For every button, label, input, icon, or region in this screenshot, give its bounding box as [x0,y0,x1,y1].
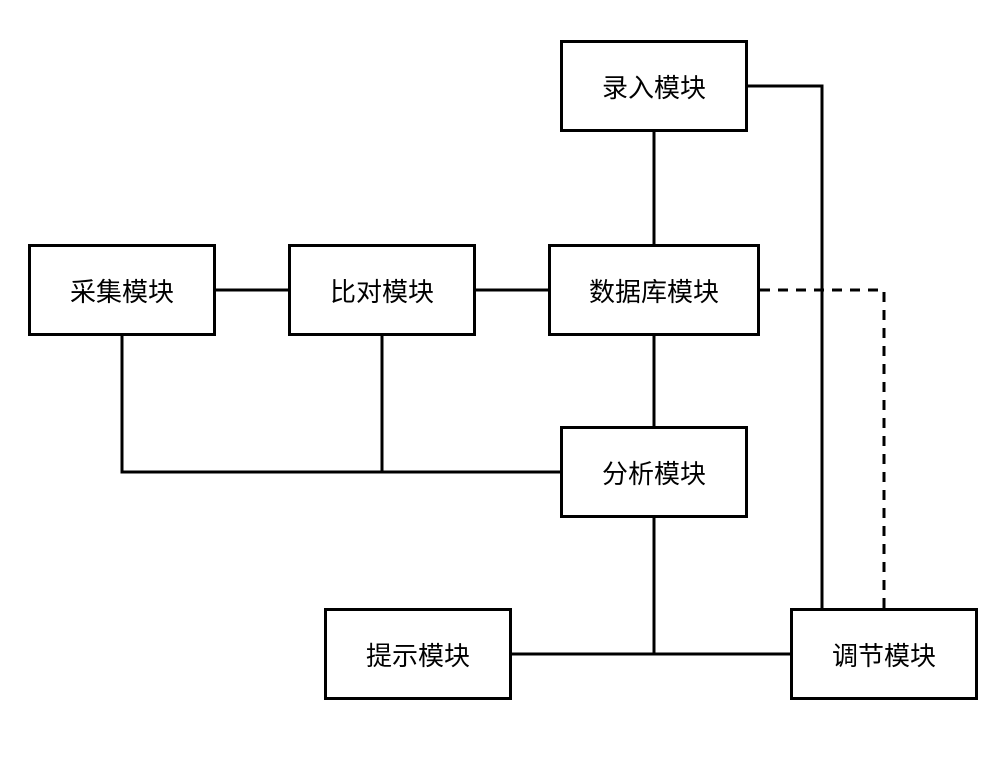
node-label-adjust: 调节模块 [832,636,936,673]
node-label-compare: 比对模块 [330,272,434,309]
node-label-input: 录入模块 [602,68,706,105]
node-analysis: 分析模块 [560,426,748,518]
node-input: 录入模块 [560,40,748,132]
node-label-prompt: 提示模块 [366,636,470,673]
node-label-collect: 采集模块 [70,272,174,309]
node-label-database: 数据库模块 [589,272,719,309]
edge-compare-to-analysis [382,336,560,472]
node-collect: 采集模块 [28,244,216,336]
edge-analysis-to-prompt [512,518,654,654]
edge-analysis-to-adjust [654,518,790,654]
flowchart-diagram: 录入模块采集模块 比对模块 数据库模块分析模块提示模块 调节模块 [0,0,1000,757]
node-database: 数据库模块 [548,244,760,336]
edge-collect-to-analysis [122,336,560,472]
node-compare: 比对模块 [288,244,476,336]
edge-input-to-adjust [748,86,822,608]
edge-database-to-adjust [760,290,884,608]
node-adjust: 调节模块 [790,608,978,700]
node-prompt: 提示模块 [324,608,512,700]
node-label-analysis: 分析模块 [602,454,706,491]
